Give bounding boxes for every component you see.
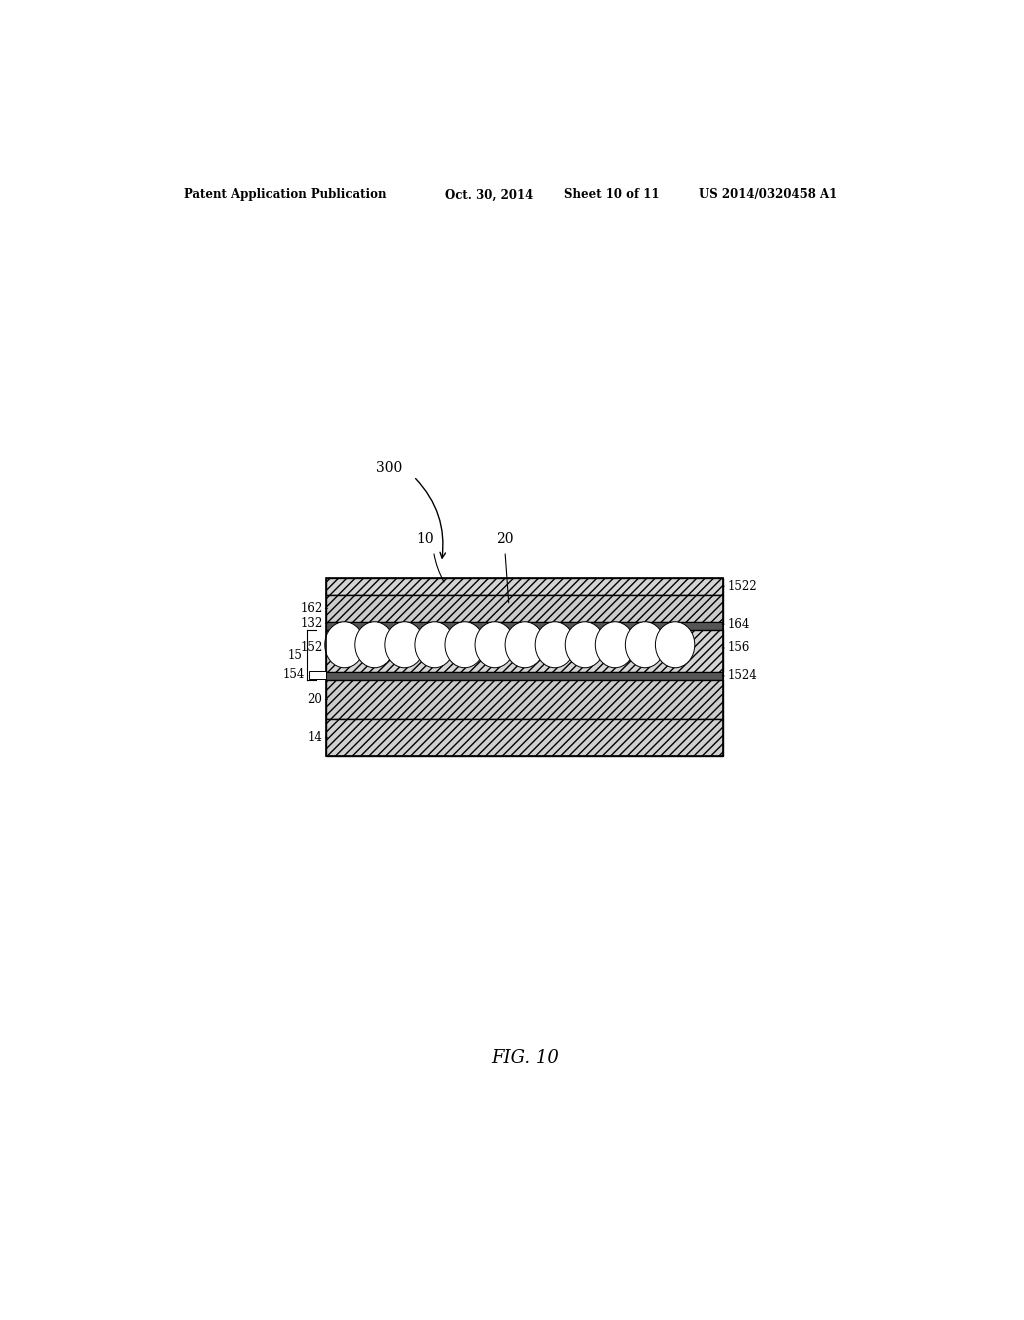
Text: 300: 300 [376, 462, 401, 475]
Ellipse shape [415, 622, 455, 668]
Text: Sheet 10 of 11: Sheet 10 of 11 [564, 189, 660, 202]
Text: 164: 164 [727, 618, 750, 631]
Text: 1522: 1522 [727, 579, 757, 593]
Bar [327, 672, 723, 680]
Ellipse shape [354, 622, 394, 668]
Text: 132: 132 [300, 616, 323, 630]
Bar [327, 622, 723, 630]
Text: 10: 10 [417, 532, 434, 546]
Text: 14: 14 [307, 731, 323, 743]
Bar [327, 680, 723, 719]
Text: FIG. 10: FIG. 10 [490, 1049, 559, 1067]
Text: 20: 20 [307, 693, 323, 706]
Text: Oct. 30, 2014: Oct. 30, 2014 [445, 189, 534, 202]
Bar [327, 594, 723, 622]
Text: 20: 20 [497, 532, 514, 546]
Text: 152: 152 [300, 642, 323, 655]
Ellipse shape [325, 622, 365, 668]
Bar [309, 671, 327, 678]
Ellipse shape [385, 622, 424, 668]
Ellipse shape [536, 622, 574, 668]
Ellipse shape [655, 622, 695, 668]
Ellipse shape [626, 622, 665, 668]
Text: US 2014/0320458 A1: US 2014/0320458 A1 [699, 189, 838, 202]
Ellipse shape [445, 622, 484, 668]
Bar [327, 578, 723, 594]
Ellipse shape [505, 622, 545, 668]
Text: Patent Application Publication: Patent Application Publication [183, 189, 386, 202]
Ellipse shape [565, 622, 604, 668]
Bar [327, 630, 723, 672]
Ellipse shape [595, 622, 635, 668]
Text: 15: 15 [288, 648, 303, 661]
Bar [327, 578, 723, 755]
Ellipse shape [475, 622, 514, 668]
Text: 154: 154 [283, 668, 305, 681]
Text: 1524: 1524 [727, 669, 757, 682]
Bar [327, 719, 723, 755]
Text: 156: 156 [727, 642, 750, 655]
Text: 162: 162 [300, 602, 323, 615]
